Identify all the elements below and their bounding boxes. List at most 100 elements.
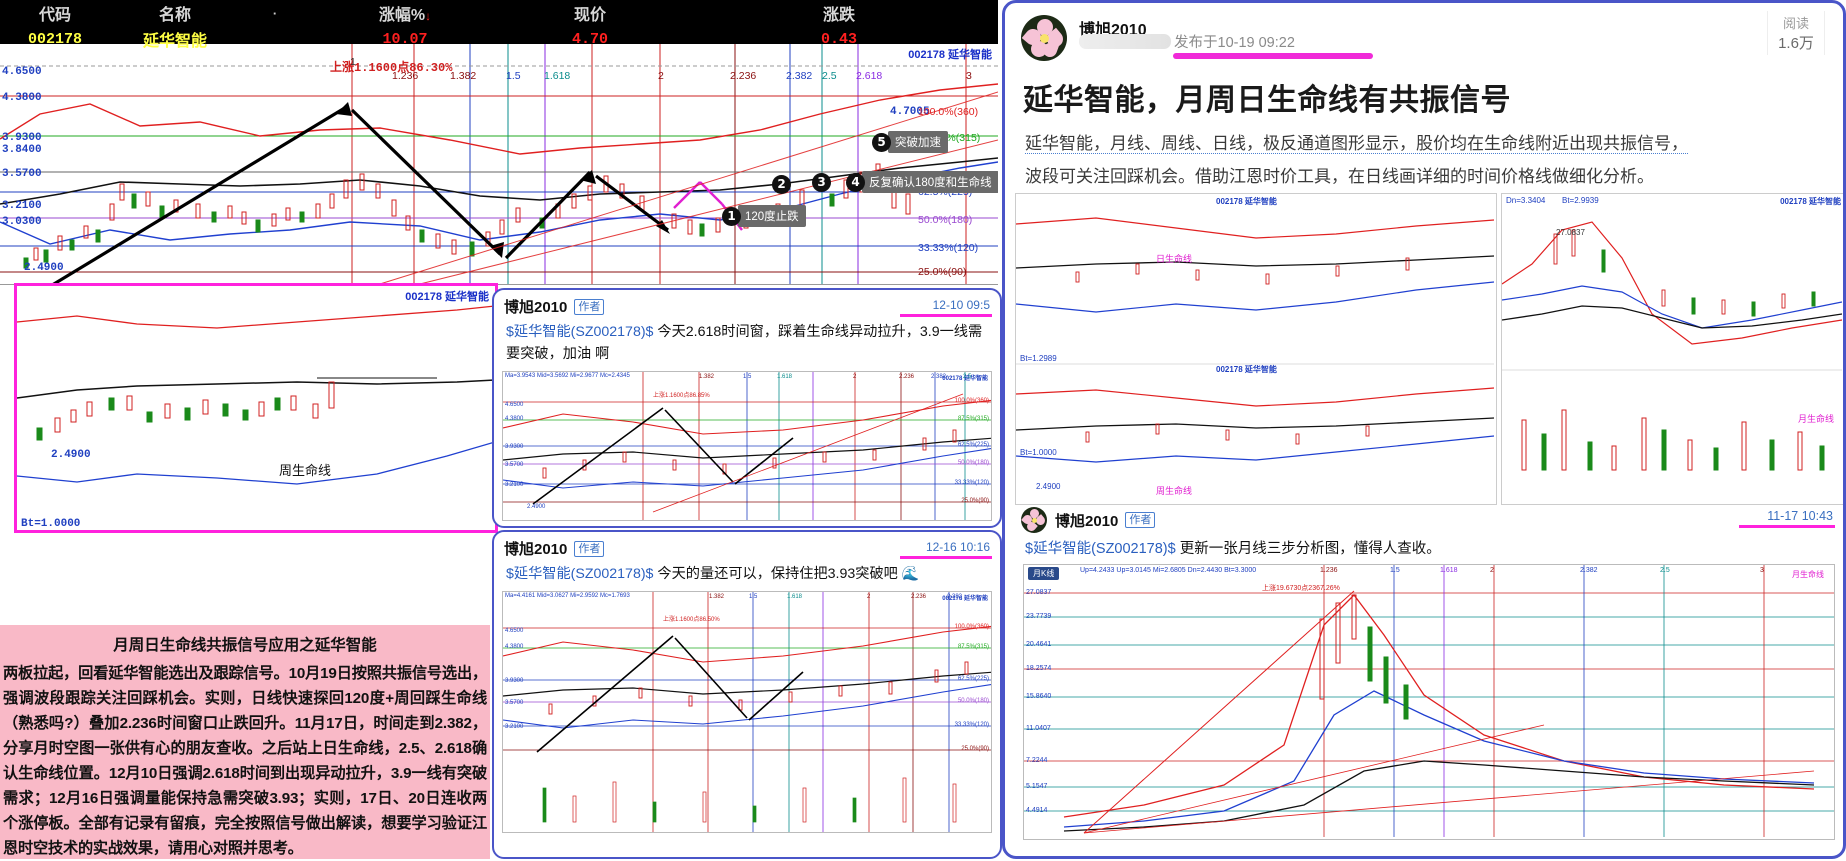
quote-header-row: 代码 名称 · 涨幅%↓ 现价 涨跌 bbox=[0, 0, 998, 26]
cell-code: 002178 bbox=[27, 31, 82, 48]
art-chart-a-watermark2: 002178 延华智能 bbox=[1216, 365, 1277, 374]
table-row[interactable]: 002178 延华智能 10.07 4.70 0.43 bbox=[0, 26, 998, 52]
post-pct-625: 62.5%(225) bbox=[957, 676, 989, 682]
post-gann-15: 1.5 bbox=[743, 374, 752, 380]
price-label-249: 2.4900 bbox=[24, 262, 64, 274]
chart-header-vals: Ma=3.9543 Mid=3.5692 Mi=2.9677 Mc=2.4345 bbox=[505, 373, 630, 379]
col-change-pct[interactable]: 涨幅% bbox=[378, 7, 426, 24]
post-price-393: 3.9300 bbox=[505, 678, 524, 684]
post-chart-watermark: 002178 延华智能 bbox=[942, 376, 988, 382]
price-label-303: 3.0300 bbox=[2, 216, 42, 228]
mid-post-1[interactable]: 博旭2010 作者 12-10 09:5 $延华智能(SZ002178)$ 今天… bbox=[492, 288, 1002, 528]
art-chart-b-watermark: 002178 延华智能 bbox=[1780, 197, 1841, 206]
article-chart-monthly[interactable]: 002178 延华智能 Dn=3.3404 Bt=2.9939 27.0837 … bbox=[1501, 193, 1843, 505]
reply-username[interactable]: 博旭2010 bbox=[1055, 512, 1119, 530]
post-gann-2236: 2.236 bbox=[911, 594, 927, 600]
callout-4-number: 4 bbox=[846, 172, 865, 192]
timestamp-underline bbox=[900, 314, 992, 317]
post-pct-875: 87.5%(315) bbox=[957, 644, 989, 650]
post-pct-25: 25.0%(90) bbox=[961, 746, 989, 752]
callout-2[interactable]: 2 bbox=[772, 174, 791, 194]
post-gann-1382: 1.382 bbox=[699, 374, 715, 380]
publish-prefix: 发布于 bbox=[1174, 35, 1218, 51]
read-count-box: 阅读 1.6万 bbox=[1767, 11, 1825, 55]
article-reply-post[interactable]: 博旭2010 作者 11-17 10:43 $延华智能(SZ002178)$ 更… bbox=[1013, 503, 1843, 855]
price-label-47005: 4.7005 bbox=[890, 106, 930, 118]
article-body-line1: 延华智能，月线、周线、日线，极反通道图形显示，股价均在生命线附近出现共振信号， bbox=[1025, 134, 1688, 154]
post-chart-2[interactable]: Ma=4.4161 Mid=3.0627 Mi=2.9592 Mc=1.7693… bbox=[502, 591, 992, 833]
price-label-357: 3.5700 bbox=[2, 168, 42, 180]
article-header: 博旭2010 发布于10-19 09:22 阅读 1.6万 bbox=[1005, 3, 1843, 61]
reply-y-5: 11.0407 bbox=[1026, 725, 1051, 732]
price-label-393: 3.9300 bbox=[2, 132, 42, 144]
callout-5[interactable]: 5 突破加速 bbox=[872, 131, 948, 153]
timestamp-underline bbox=[900, 556, 992, 559]
col-code[interactable]: 代码 bbox=[38, 7, 71, 24]
post-chart-1[interactable]: Ma=3.9543 Mid=3.5692 Mi=2.9677 Mc=2.4345… bbox=[502, 371, 992, 521]
post-pct-50: 50.0%(180) bbox=[957, 698, 989, 704]
callout-3[interactable]: 3 bbox=[812, 172, 831, 192]
reply-chart[interactable]: 月K线 Up=4.2433 Up=3.0145 Mi=2.6805 Dn=2.4… bbox=[1023, 564, 1835, 840]
post-chart-note: 上涨1.1600点86.85% bbox=[653, 393, 710, 399]
reply-chart-note: 上涨19.6730点2367.26% bbox=[1262, 585, 1340, 592]
sort-arrow-icon: ↓ bbox=[425, 9, 432, 23]
reply-y-8: 4.4914 bbox=[1026, 807, 1048, 814]
article-panel[interactable]: 博旭2010 发布于10-19 09:22 阅读 1.6万 延华智能，月周日生命… bbox=[1002, 0, 1846, 859]
post-gann-2382: 2.382 bbox=[931, 374, 947, 380]
reply-chart-hv: Up=4.2433 Up=3.0145 Mi=2.6805 Dn=2.4430 … bbox=[1080, 567, 1256, 574]
post-body: $延华智能(SZ002178)$ 今天2.618时间窗，踩着生命线异动拉升，3.… bbox=[494, 319, 1000, 369]
main-daily-chart[interactable]: 002178 延华智能 4.6500 4.3800 3.9300 3.8400 … bbox=[0, 44, 998, 285]
hv-0: Up=4.2433 bbox=[1080, 567, 1115, 574]
ticker-link[interactable]: $延华智能(SZ002178)$ bbox=[506, 324, 654, 340]
avatar[interactable] bbox=[1021, 15, 1067, 61]
chart-tab-monthly[interactable]: 月K线 bbox=[1028, 567, 1060, 580]
post-username[interactable]: 博旭2010 bbox=[504, 299, 568, 316]
cell-change-pct: 10.07 bbox=[382, 31, 428, 48]
quote-header: 代码 名称 · 涨幅%↓ 现价 涨跌 002178 延华智能 10.07 4.7… bbox=[0, 0, 998, 50]
mid-post-2[interactable]: 博旭2010 作者 12-16 10:16 $延华智能(SZ002178)$ 今… bbox=[492, 530, 1002, 859]
art-chart-b-hv0: Dn=3.3404 bbox=[1506, 196, 1546, 205]
weekly-chart[interactable]: 002178 延华智能 Bt=1.0000 2.4900 周生命线 bbox=[14, 283, 498, 533]
meta-blur-redaction bbox=[1079, 34, 1171, 49]
callout-5-label: 突破加速 bbox=[888, 131, 948, 153]
gann-label-1382: 1.382 bbox=[450, 70, 477, 82]
post-pct-875: 87.5%(315) bbox=[957, 416, 989, 422]
hv-1: Up=3.0145 bbox=[1116, 567, 1151, 574]
callout-4[interactable]: 4 反复确认180度和生命线 bbox=[846, 171, 998, 193]
reply-y-6: 7.2244 bbox=[1026, 757, 1048, 764]
price-label-384: 3.8400 bbox=[2, 144, 42, 156]
price-label-438: 4.3800 bbox=[2, 92, 42, 104]
gann-label-1236: 1.236 bbox=[392, 70, 419, 82]
col-name[interactable]: 名称 bbox=[158, 7, 191, 24]
reply-gann-1618: 1.618 bbox=[1440, 567, 1458, 574]
pct-label-100: 100.0%(360) bbox=[918, 106, 979, 118]
callout-1[interactable]: 1 120度止跌 bbox=[722, 205, 806, 227]
reply-header: 博旭2010 作者 11-17 10:43 bbox=[1013, 503, 1843, 533]
reply-body: $延华智能(SZ002178)$ 更新一张月线三步分析图，懂得人查收。 bbox=[1013, 533, 1843, 560]
post-body: $延华智能(SZ002178)$ 今天的量还可以，保持住把3.93突破吧 🌊 bbox=[494, 561, 1000, 589]
pink-note-block: 月周日生命线共振信号应用之延华智能 两板拉起，回看延华智能选出及跟踪信号。10月… bbox=[0, 625, 490, 859]
gann-label-2618: 2.618 bbox=[856, 70, 883, 82]
gann-label-2: 2 bbox=[658, 70, 664, 82]
art-chart-a-bt: Bt=1.2989 bbox=[1020, 354, 1057, 363]
article-title: 延华智能，月周日生命线有共振信号 bbox=[1023, 84, 1511, 117]
art-chart-a-low: 2.4900 bbox=[1036, 482, 1061, 491]
ticker-link[interactable]: $延华智能(SZ002178)$ bbox=[1025, 541, 1176, 557]
reply-y-3: 18.2574 bbox=[1026, 665, 1052, 672]
article-publish-time: 发布于10-19 09:22 bbox=[1174, 31, 1295, 52]
art-chart-a-life-line: 周生命线 bbox=[1156, 486, 1193, 496]
ticker-link[interactable]: $延华智能(SZ002178)$ bbox=[506, 566, 654, 582]
article-chart-weekly[interactable]: 002178 延华智能 002178 延华智能 Bt=1.2989 Bt=1.0… bbox=[1015, 193, 1497, 505]
post-username[interactable]: 博旭2010 bbox=[504, 541, 568, 558]
hv-3: Mc=2.4345 bbox=[599, 373, 630, 379]
hv-1: Mid=3.0627 bbox=[536, 593, 569, 599]
col-price[interactable]: 现价 bbox=[573, 7, 606, 24]
avatar[interactable] bbox=[1021, 507, 1047, 533]
post-pct-625: 62.5%(225) bbox=[957, 442, 989, 448]
reply-y-1: 23.7739 bbox=[1026, 613, 1052, 620]
post-gann-2382: 2.382 bbox=[947, 594, 963, 600]
col-dot: · bbox=[272, 5, 278, 21]
col-change[interactable]: 涨跌 bbox=[822, 7, 855, 24]
timestamp-underline bbox=[1739, 525, 1835, 528]
post-price-357: 3.5700 bbox=[505, 462, 524, 468]
